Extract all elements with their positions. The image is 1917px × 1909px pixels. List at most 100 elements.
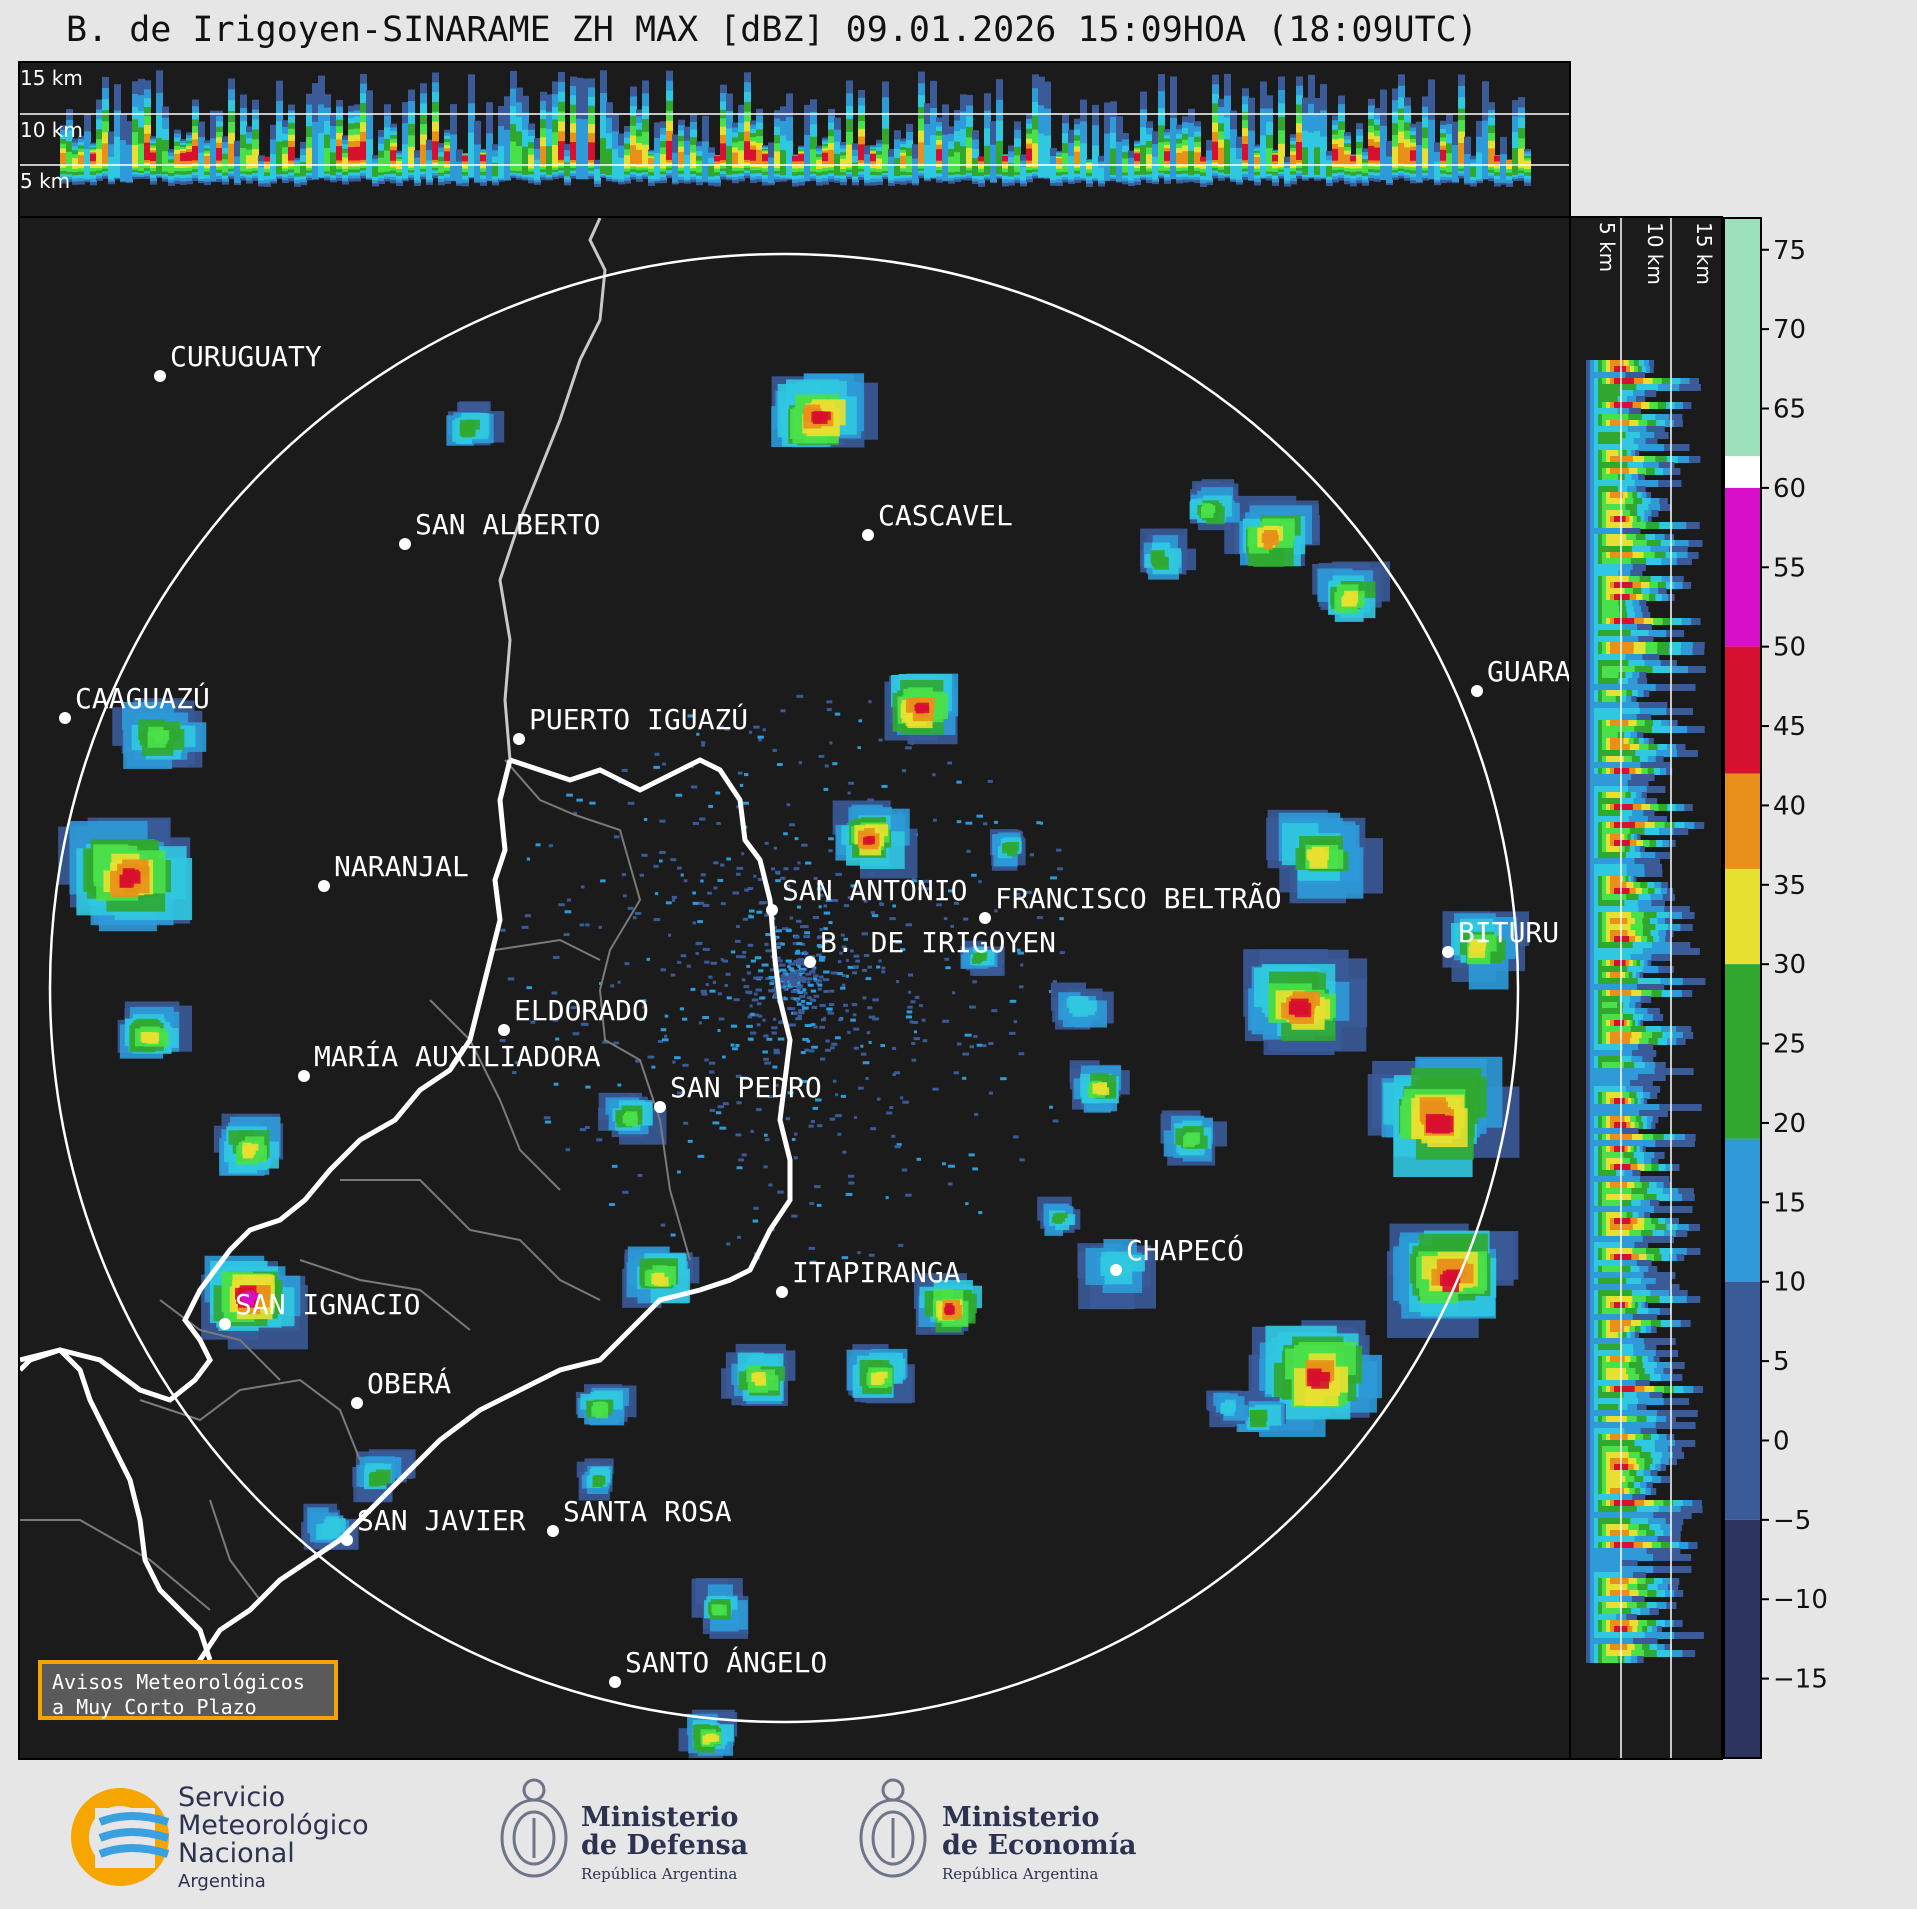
echo-cell: [845, 959, 849, 963]
echo-cell: [775, 879, 781, 883]
colorbar-band-6: [1724, 964, 1761, 1139]
echo-cell: [748, 915, 754, 919]
profile-cell: [1594, 636, 1623, 643]
echo-cell: [810, 1023, 816, 1027]
echo-cell: [909, 1020, 914, 1024]
profile-cell: [678, 151, 685, 165]
echo-cell: [798, 970, 805, 974]
echo-cell: [806, 1039, 811, 1043]
profile-cell: [1594, 948, 1643, 955]
profile-cell: [1606, 756, 1624, 763]
profile-cell: [1594, 864, 1627, 871]
profile-cell: [1606, 576, 1629, 583]
echo-cell: [761, 963, 769, 967]
echo-cell: [964, 1033, 972, 1037]
avisos-box[interactable]: Avisos Meteorológicos a Muy Corto Plazo: [38, 1660, 338, 1720]
echo-cell: [777, 941, 783, 945]
echo-cell: [713, 1604, 722, 1615]
colorbar-tick-label: 50: [1773, 633, 1806, 663]
echo-cell: [794, 951, 801, 955]
profile-cell: [1614, 378, 1634, 385]
profile-cell: [1606, 1248, 1633, 1255]
profile-cell: [822, 152, 829, 162]
echo-cell: [1018, 1052, 1025, 1056]
echo-cell: [1050, 876, 1057, 880]
echo-cell: [786, 929, 792, 933]
profile-cell: [1610, 642, 1634, 649]
echo-cell: [789, 916, 794, 920]
echo-cell: [625, 1111, 638, 1121]
profile-cell: [1602, 1308, 1626, 1315]
city-label: SAN JAVIER: [357, 1504, 526, 1537]
profile-cell: [714, 155, 721, 162]
echo-cell: [817, 987, 822, 991]
echo-cell: [707, 891, 712, 895]
profile-cell: [1594, 1242, 1621, 1249]
profile-cell: [1602, 828, 1630, 835]
echo-cell: [802, 1037, 809, 1041]
avisos-line-1: Avisos Meteorológicos: [52, 1670, 305, 1694]
profile-cell: [1590, 1128, 1622, 1135]
echo-cell: [687, 714, 695, 718]
echo-cell: [978, 1211, 983, 1215]
colorbar-tick-label: 20: [1773, 1109, 1806, 1139]
echo-cell: [570, 1006, 577, 1010]
echo-cell: [994, 909, 998, 913]
echo-cell: [1074, 1003, 1095, 1016]
profile-cell: [708, 163, 715, 177]
profile-cell: [1598, 546, 1632, 553]
profile-cell: [90, 153, 97, 162]
profile-cell: [1602, 414, 1629, 421]
echo-cell: [743, 985, 750, 989]
smn-line-4: Argentina: [178, 1871, 266, 1892]
echo-cell: [963, 917, 969, 921]
profile-cell: [252, 149, 259, 168]
echo-cell: [943, 917, 948, 921]
echo-cell: [894, 1071, 901, 1075]
profile-cell: [150, 152, 157, 162]
profile-cell: [1614, 804, 1633, 811]
echo-cell: [956, 780, 962, 784]
echo-cell: [777, 1037, 785, 1041]
economia-seal-icon: [859, 1778, 927, 1878]
city-label: CASCAVEL: [878, 499, 1013, 532]
echo-cell: [651, 1273, 665, 1285]
profile-cell: [1602, 1608, 1622, 1615]
echo-cell: [680, 873, 684, 877]
echo-cell: [771, 867, 775, 871]
echo-cell: [736, 1166, 743, 1170]
echo-cell: [833, 1042, 838, 1046]
profile-cell: [1362, 162, 1369, 173]
city-dot: [399, 538, 411, 550]
echo-cell: [962, 1076, 967, 1080]
echo-cell: [659, 819, 666, 823]
echo-cell: [861, 968, 867, 972]
echo-cell: [1018, 985, 1024, 989]
profile-cell: [1598, 750, 1636, 757]
echo-cell: [677, 866, 682, 870]
echo-cell: [564, 910, 572, 914]
echo-cell: [785, 1117, 791, 1121]
profile-cell: [1614, 1098, 1625, 1105]
echo-cell: [788, 973, 795, 977]
echo-cell: [933, 818, 937, 822]
echo-cell: [863, 837, 873, 845]
defensa-logo-text: Ministerio de Defensa República Argentin…: [581, 1804, 748, 1888]
profile-cell: [594, 169, 601, 181]
echo-cell: [670, 1233, 676, 1237]
echo-cell: [790, 996, 796, 1000]
echo-cell: [787, 1007, 792, 1011]
echo-cell: [580, 885, 585, 889]
echo-cell: [662, 762, 666, 766]
profile-cell: [1610, 1578, 1629, 1585]
profile-cell: [342, 157, 349, 169]
echo-cell: [807, 977, 813, 981]
profile-cell: [786, 140, 793, 178]
echo-cell: [779, 968, 787, 972]
echo-cell: [892, 904, 896, 908]
echo-cell: [661, 1038, 669, 1042]
echo-cell: [565, 1148, 571, 1152]
profile-cell: [672, 152, 679, 183]
echo-cell: [835, 1093, 839, 1097]
echo-cell: [907, 973, 914, 977]
